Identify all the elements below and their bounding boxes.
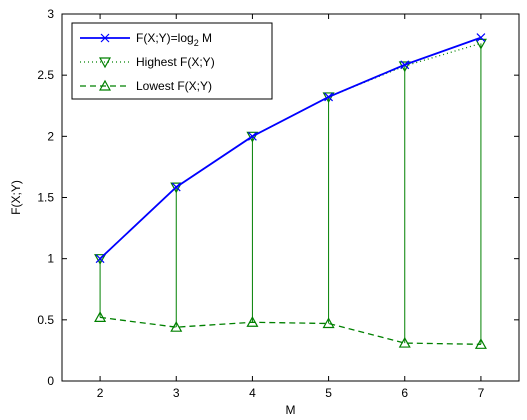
x-tick-label: 4 bbox=[249, 386, 256, 400]
y-tick-label: 0 bbox=[47, 374, 54, 388]
data-point bbox=[95, 254, 105, 264]
data-point bbox=[246, 131, 259, 143]
x-tick-label: 5 bbox=[325, 386, 332, 400]
range-stems bbox=[99, 43, 482, 345]
legend-label: F(X;Y)=log2 M bbox=[136, 31, 212, 48]
data-point bbox=[400, 60, 410, 70]
y-tick-label: 2 bbox=[47, 129, 54, 143]
data-point bbox=[94, 311, 107, 322]
data-point bbox=[170, 320, 183, 332]
y-tick-label: 2.5 bbox=[37, 68, 54, 82]
y-axis-label: F(X;Y) bbox=[9, 180, 23, 215]
x-tick-label: 6 bbox=[401, 386, 408, 400]
series-layer bbox=[94, 33, 487, 349]
legend-label: Lowest F(X;Y) bbox=[136, 79, 212, 93]
data-point bbox=[246, 316, 259, 327]
data-point bbox=[98, 79, 112, 91]
y-tick-label: 3 bbox=[47, 7, 54, 21]
data-point bbox=[474, 38, 487, 50]
x-tick-label: 3 bbox=[173, 386, 180, 400]
data-point bbox=[100, 33, 110, 43]
data-point bbox=[322, 317, 335, 329]
legend-label: Highest F(X;Y) bbox=[136, 55, 215, 69]
series-line bbox=[99, 36, 482, 260]
data-point bbox=[170, 182, 183, 194]
y-tick-label: 1 bbox=[47, 252, 54, 266]
series-line bbox=[100, 316, 481, 345]
x-tick-label: 7 bbox=[478, 386, 485, 400]
data-point bbox=[94, 254, 107, 265]
x-tick-label: 2 bbox=[97, 386, 104, 400]
series-2 bbox=[94, 311, 487, 349]
legend: F(X;Y)=log2 M Highest F(X;Y) Lowest F(X;Y) bbox=[71, 22, 273, 100]
y-tick-label: 1.5 bbox=[37, 191, 54, 205]
x-axis-label: M bbox=[286, 403, 296, 417]
y-tick-label: 0.5 bbox=[37, 313, 54, 327]
data-point bbox=[98, 57, 112, 69]
data-point bbox=[476, 33, 486, 43]
data-point bbox=[324, 92, 334, 102]
ticks: 2 3 4 5 6 7 0 0.5 1 1.5 2 2.5 3 bbox=[37, 7, 519, 400]
series-0 bbox=[95, 33, 486, 264]
data-point bbox=[474, 338, 487, 349]
data-point bbox=[171, 182, 181, 192]
data-point bbox=[398, 336, 411, 348]
data-point bbox=[247, 131, 257, 141]
